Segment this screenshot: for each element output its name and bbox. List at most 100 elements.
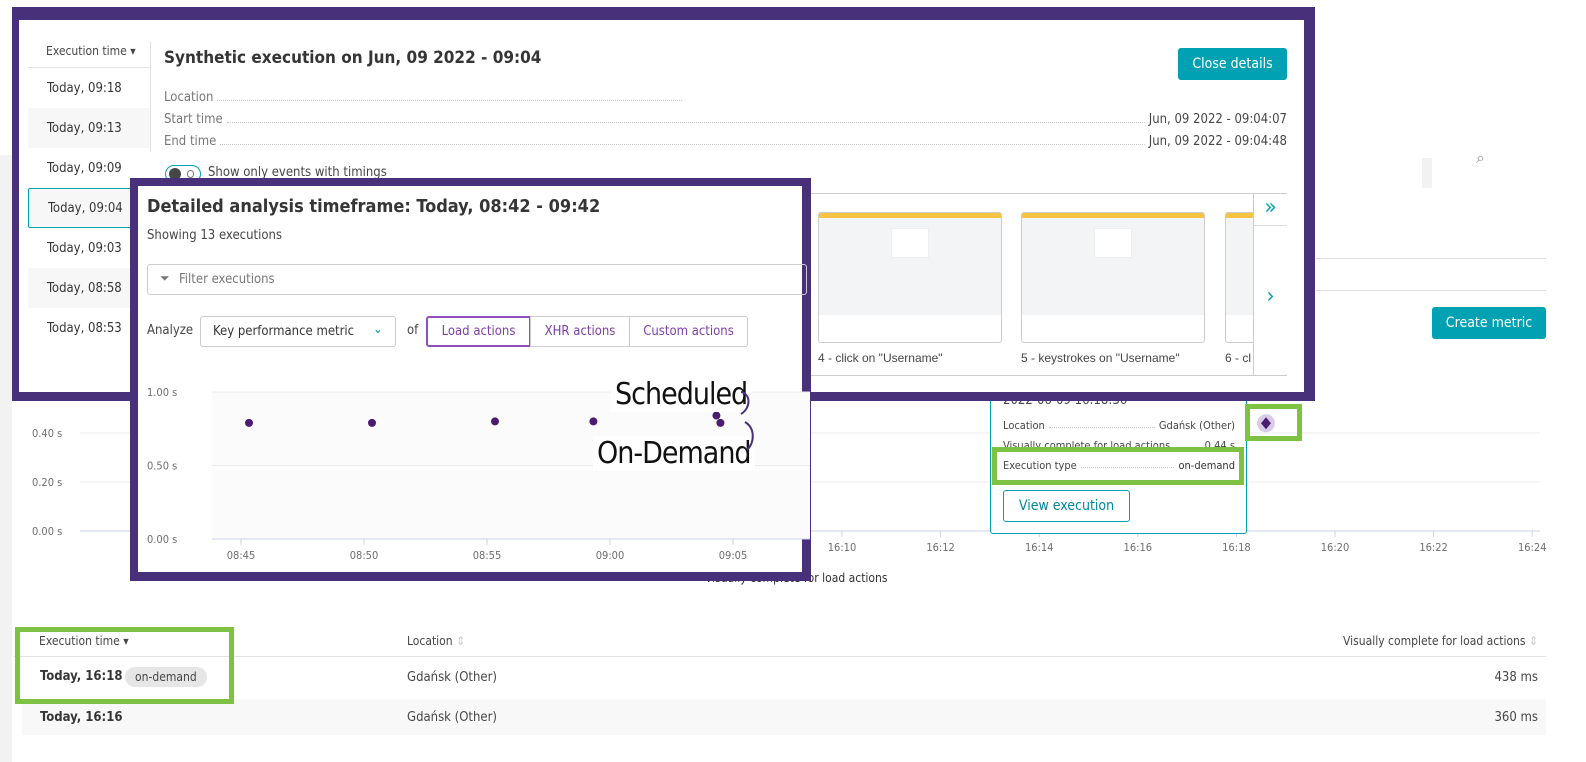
x-tick-label: 08:45 — [227, 549, 256, 562]
screenshot-thumbnail[interactable] — [818, 212, 1002, 343]
filter-icon: ⏷ — [160, 271, 170, 285]
toolbar-separator — [1422, 158, 1432, 188]
callout-highlight — [15, 627, 234, 704]
close-details-button[interactable]: Close details — [1178, 48, 1287, 80]
x-tick-label: 08:55 — [473, 549, 502, 562]
data-point[interactable] — [368, 418, 376, 427]
divider — [28, 67, 150, 68]
execution-list-item[interactable]: Today, 09:03 — [28, 228, 150, 268]
metric-select[interactable]: Key performance metric ⌄ — [200, 316, 396, 347]
y-tick-label: 0.00 s — [32, 525, 62, 538]
data-point[interactable] — [245, 418, 253, 427]
details-title: Synthetic execution on Jun, 09 2022 - 09… — [164, 48, 542, 68]
skip-forward-icon[interactable]: » — [1254, 194, 1287, 226]
label: Execution type — [1003, 459, 1077, 472]
screenshot-caption: 6 - cl — [1225, 351, 1252, 365]
toggle-label: Show only events with timings — [208, 165, 387, 180]
execution-type-badge: on-demand — [125, 667, 207, 687]
x-tick-label: 16:20 — [1321, 541, 1350, 554]
create-metric-button[interactable]: Create metric — [1432, 307, 1546, 339]
execution-time: Today, 09:03 — [47, 240, 122, 256]
data-point[interactable] — [1260, 417, 1271, 430]
strip-nav: » › — [1253, 194, 1287, 375]
execution-list-item[interactable]: Today, 09:13 — [28, 108, 150, 148]
divider — [1316, 258, 1546, 259]
execution-list-item[interactable]: Today, 09:04 — [28, 188, 150, 228]
execution-time: Today, 09:09 — [47, 160, 122, 176]
annotation-brackets — [740, 391, 754, 451]
annotation-on-demand: On-Demand — [593, 436, 755, 471]
value: Gdańsk (Other) — [1158, 419, 1235, 432]
search-icon[interactable]: ⌕ — [1476, 148, 1485, 167]
screenshot-caption: 4 - click on "Username" — [818, 351, 943, 365]
field-value: Jun, 09 2022 - 09:04:48 — [1148, 134, 1287, 149]
view-execution-button[interactable]: View execution — [1003, 490, 1130, 522]
column-location[interactable]: Location ⇕ — [407, 634, 466, 648]
tooltip-execution-type: Execution type on-demand — [1003, 459, 1235, 472]
y-tick-label: 1.00 s — [147, 386, 177, 399]
toggle-off-mark — [187, 170, 194, 178]
field-end-time: End time Jun, 09 2022 - 09:04:48 — [164, 134, 1287, 149]
screenshot-thumbnail[interactable] — [1021, 212, 1205, 343]
field-label: End time — [164, 134, 217, 149]
data-point[interactable] — [491, 417, 499, 426]
data-point[interactable] — [716, 418, 725, 427]
execution-time: Today, 09:04 — [48, 200, 123, 216]
execution-list-item[interactable]: Today, 08:58 — [28, 268, 150, 308]
x-tick-label: 16:10 — [828, 541, 857, 554]
column-visually-complete[interactable]: Visually complete for load actions ⇕ — [1343, 634, 1538, 648]
execution-time: Today, 09:13 — [47, 120, 122, 136]
x-tick-label: 09:00 — [596, 549, 625, 562]
screenshot-caption: 5 - keystrokes on "Username" — [1021, 351, 1180, 365]
tooltip-location: Location Gdańsk (Other) — [1003, 419, 1235, 432]
callout-highlight — [992, 447, 1244, 485]
page-gutter — [0, 155, 12, 762]
header-label: Location — [407, 634, 453, 648]
execution-time: Today, 08:53 — [47, 320, 122, 336]
table-row[interactable]: Today, 16:16 Gdańsk (Other) 360 ms — [22, 699, 1546, 735]
data-point[interactable] — [589, 417, 598, 426]
x-tick-label: 16:16 — [1124, 541, 1153, 554]
divider — [1316, 290, 1546, 291]
annotation-scheduled: Scheduled — [611, 377, 752, 412]
execution-list-item[interactable]: Today, 09:09 — [28, 148, 150, 188]
analysis-title: Detailed analysis timeframe: Today, 08:4… — [147, 196, 601, 217]
cell-location: Gdańsk (Other) — [407, 670, 497, 685]
value: on-demand — [1178, 459, 1235, 472]
chevron-down-icon: ⌄ — [373, 322, 383, 337]
data-point[interactable] — [712, 411, 721, 420]
cell-time: Today, 16:18 — [40, 669, 123, 684]
field-label: Start time — [164, 112, 223, 127]
divider — [150, 42, 151, 152]
label: Location — [1003, 419, 1045, 432]
toggle-knob — [169, 168, 181, 180]
column-execution-time[interactable]: Execution time ▾ — [39, 634, 129, 648]
x-tick-label: 16:18 — [1222, 541, 1251, 554]
metric-select-value: Key performance metric — [213, 324, 355, 339]
executions-count: Showing 13 executions — [147, 228, 282, 243]
screenshot-strip: 4 - click on "Username" 5 - keystrokes o… — [806, 193, 1287, 376]
table-row[interactable]: Today, 16:18 on-demand Gdańsk (Other) 43… — [14, 660, 1546, 696]
execution-time: Today, 08:58 — [47, 280, 122, 296]
list-sort-header[interactable]: Execution time ▾ — [46, 44, 136, 58]
header-label: Execution time — [39, 634, 120, 648]
y-tick-label: 0.00 s — [147, 533, 177, 546]
field-value: Jun, 09 2022 - 09:04:07 — [1148, 112, 1287, 127]
header-label: Execution time — [46, 44, 127, 58]
filter-placeholder: Filter executions — [179, 272, 275, 287]
x-tick-label: 09:05 — [719, 549, 748, 562]
field-label: Location — [164, 90, 214, 105]
execution-list-item[interactable]: Today, 08:53 — [28, 308, 150, 348]
filter-executions-input[interactable]: ⏷ Filter executions — [147, 264, 807, 295]
execution-list-item[interactable]: Today, 09:18 — [28, 68, 150, 108]
cell-value: 360 ms — [1494, 710, 1538, 725]
y-tick-label: 0.40 s — [32, 427, 62, 440]
tab-custom-actions[interactable]: Custom actions — [629, 316, 748, 347]
analysis-panel: Detailed analysis timeframe: Today, 08:4… — [130, 178, 811, 581]
chevron-right-icon[interactable]: › — [1266, 284, 1275, 309]
x-tick-label: 16:14 — [1025, 541, 1054, 554]
of-label: of — [407, 323, 419, 338]
field-start-time: Start time Jun, 09 2022 - 09:04:07 — [164, 112, 1287, 127]
callout-highlight — [1245, 404, 1302, 441]
